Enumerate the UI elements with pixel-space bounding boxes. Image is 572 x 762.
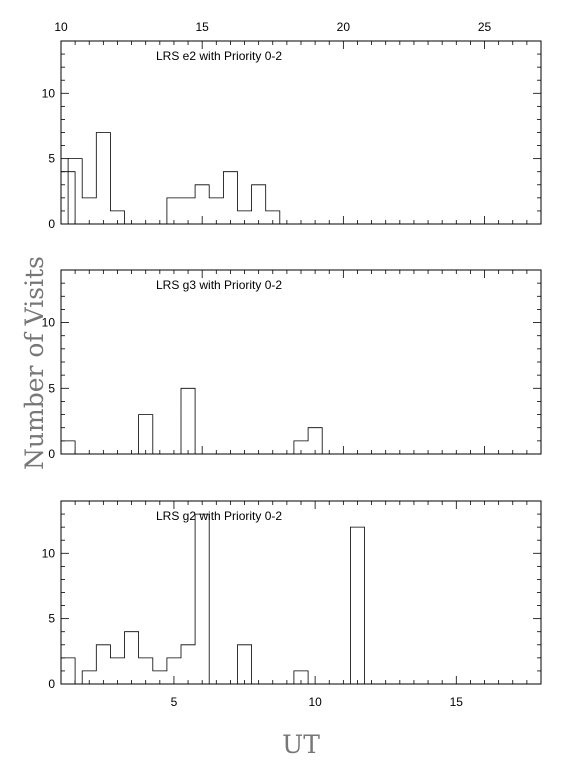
plot-frame — [60, 40, 542, 225]
histogram-panel-3: 0 5 10 5 10 15 LRS g2 with Priority 0-2 — [42, 500, 542, 709]
histogram-outline — [60, 387, 323, 454]
histogram-bar — [61, 441, 75, 454]
panel-label: LRS g2 with Priority 0-2 — [156, 509, 282, 523]
y-tick-label: 10 — [42, 86, 56, 100]
x-tick-label: 10 — [308, 695, 322, 709]
y-tick-label: 0 — [48, 217, 55, 231]
histogram-bar — [125, 632, 139, 684]
histogram-panel-1: 0 5 10 10 15 20 25 LRS e2 with Priority 0-2 — [42, 20, 542, 231]
x-tick-label: 15 — [195, 20, 209, 34]
histogram-panel-2: 0 5 10 LRS g3 with Priority 0-2 — [42, 269, 542, 461]
histogram-bar — [195, 514, 209, 684]
histogram-outline — [60, 513, 365, 685]
y-tick-label: 10 — [42, 316, 56, 330]
x-tick-label: 10 — [54, 20, 68, 34]
y-tick-label: 0 — [48, 677, 55, 691]
histogram-bar — [237, 645, 251, 684]
x-tick-label: 5 — [171, 695, 178, 709]
histogram-bar — [223, 172, 237, 224]
x-tick-label: 20 — [337, 20, 351, 34]
histogram-bar — [350, 527, 364, 684]
y-tick-label: 5 — [48, 612, 55, 626]
plot-frame — [60, 269, 542, 455]
x-axis-title: UT — [282, 730, 320, 759]
x-tick-label: 25 — [478, 20, 492, 34]
x-tick-label: 15 — [450, 695, 464, 709]
y-tick-label: 5 — [48, 152, 55, 166]
histogram-outline — [60, 132, 281, 225]
y-tick-label: 5 — [48, 381, 55, 395]
histogram-bar — [139, 415, 153, 454]
y-axis-title: Number of Visits — [20, 256, 49, 470]
y-tick-label: 0 — [48, 447, 55, 461]
histogram-bar — [96, 645, 110, 684]
histogram-bar — [252, 185, 266, 224]
y-tick-label: 10 — [42, 546, 56, 560]
panel-label: LRS g3 with Priority 0-2 — [156, 278, 282, 292]
histogram-bar — [96, 133, 110, 225]
histogram-bar — [181, 388, 195, 454]
histogram-bar — [181, 645, 195, 684]
panel-label: LRS e2 with Priority 0-2 — [156, 49, 282, 63]
plot-frame — [60, 500, 542, 685]
